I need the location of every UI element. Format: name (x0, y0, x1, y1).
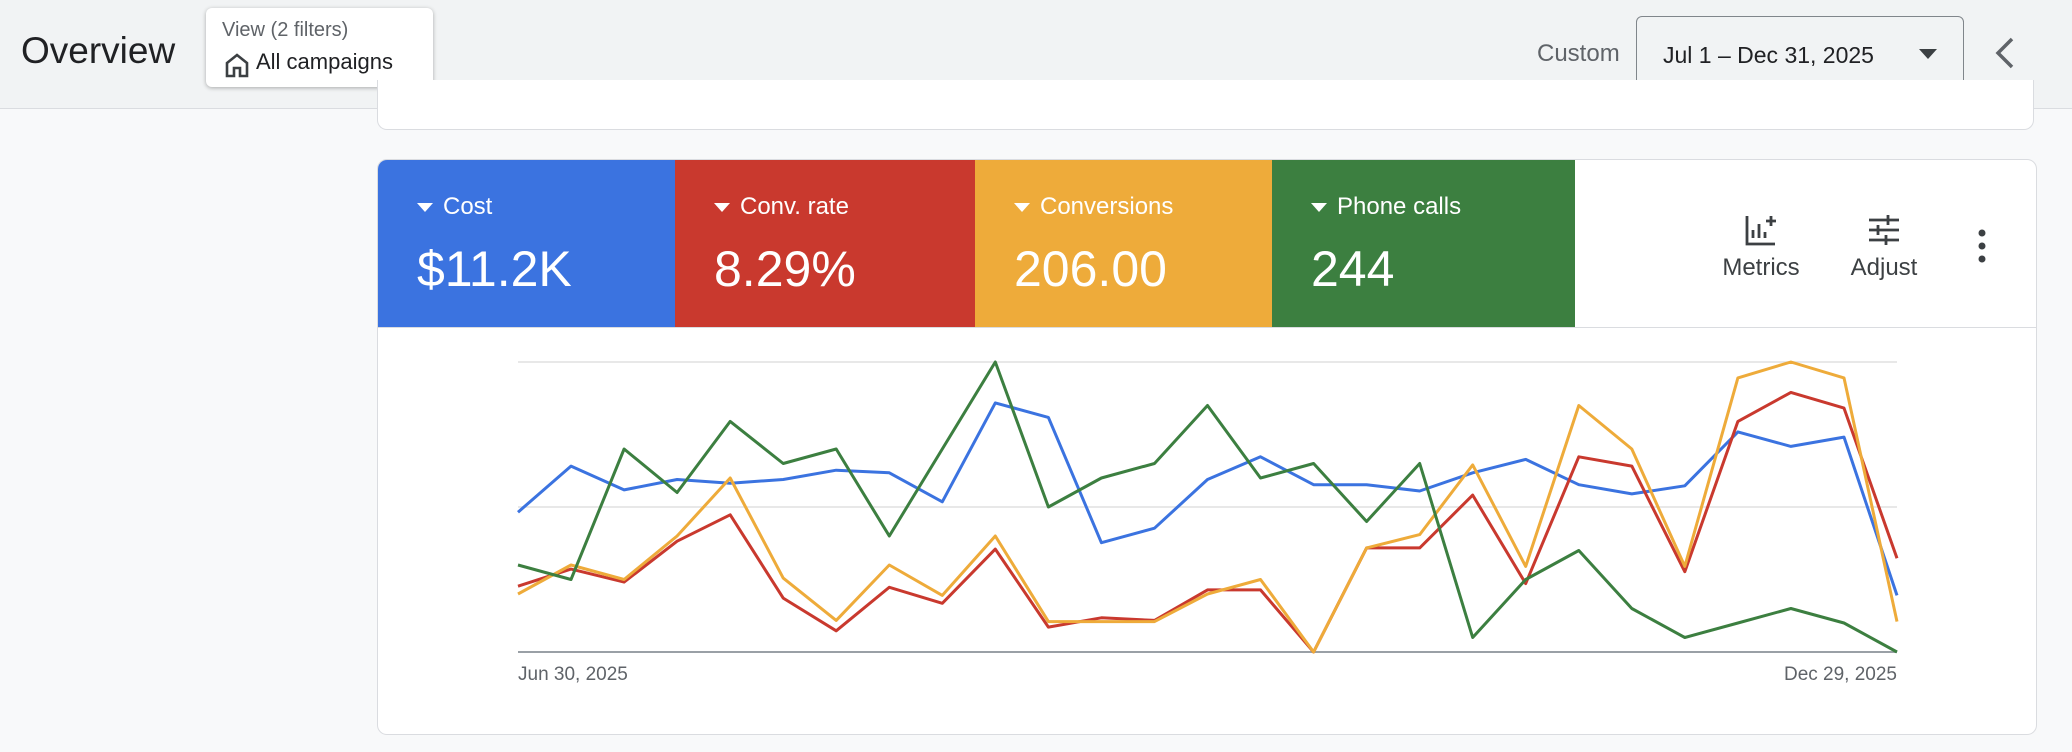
adjust-label: Adjust (1850, 254, 1918, 281)
scorecard-value: $11.2K (417, 241, 572, 297)
series-line (517, 401, 1899, 596)
home-icon (225, 53, 249, 78)
dropdown-arrow (1919, 49, 1937, 59)
x-tick-label: Jun 30, 2025 (518, 664, 628, 685)
scorecard-value: 8.29% (714, 241, 856, 297)
more-button[interactable] (1974, 228, 1990, 266)
series-line (517, 360, 1899, 654)
filter-value: All campaigns (256, 49, 393, 74)
scorecard[interactable]: Conv. rate 8.29% (675, 160, 975, 327)
metrics-label: Metrics (1722, 254, 1800, 281)
scorecard-name: Conv. rate (714, 193, 849, 221)
scorecard-value: 206.00 (1014, 241, 1167, 297)
scorecard-value: 244 (1311, 241, 1395, 297)
date-preset: Custom (1537, 40, 1620, 67)
filter-button[interactable]: View (2 filters) All campaigns (206, 8, 433, 87)
scorecard[interactable]: Cost $11.2K (378, 160, 675, 327)
scorecard-name: Conversions (1014, 193, 1173, 221)
series-line (517, 360, 1898, 654)
scorecard[interactable]: Phone calls 244 (1272, 160, 1575, 327)
page-title: Overview (21, 30, 176, 71)
date-range: Jul 1 – Dec 31, 2025 (1663, 42, 1874, 68)
scorecard-name: Cost (417, 193, 492, 221)
series-line (517, 390, 1899, 654)
line-chart: Jun 30, 2025 Dec 29, 2025 (517, 360, 1899, 685)
top-card (377, 80, 2034, 130)
adjust-button[interactable]: Adjust (1829, 212, 1939, 282)
chart-card: Cost $11.2K Conv. rate 8.29% Conversions 206.… (377, 159, 2037, 735)
metrics-button[interactable]: Metrics (1706, 212, 1816, 282)
adjust-icon (1869, 215, 1899, 245)
scorecard-name: Phone calls (1311, 193, 1461, 221)
x-tick-label: Dec 29, 2025 (1784, 664, 1897, 685)
filter-label: View (2 filters) (222, 19, 349, 41)
divider (378, 327, 2036, 328)
collapse-button[interactable] (1992, 36, 2018, 70)
metrics-icon (1745, 216, 1776, 246)
scorecard[interactable]: Conversions 206.00 (975, 160, 1272, 327)
